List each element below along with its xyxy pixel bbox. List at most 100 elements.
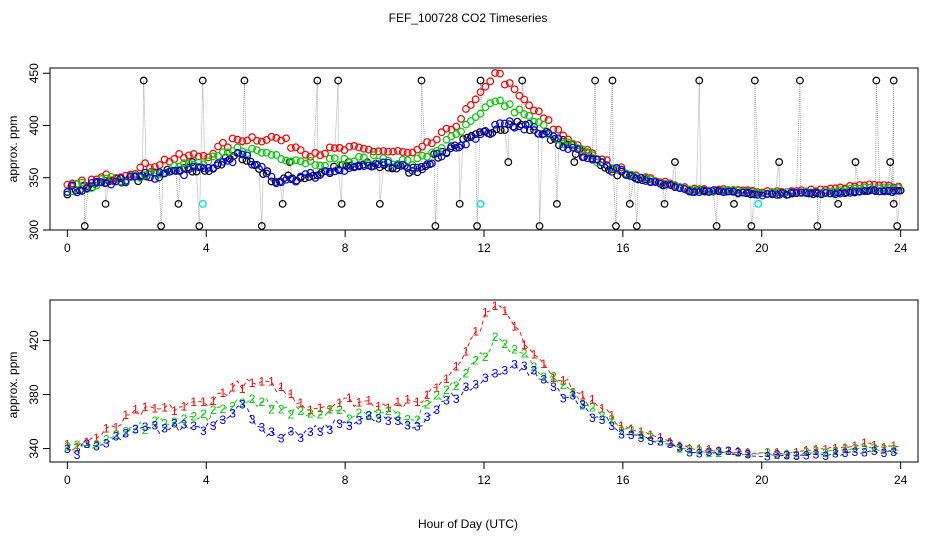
green-point (846, 185, 854, 193)
blue-point (690, 188, 699, 197)
green-point (355, 152, 363, 161)
series-3-marker: 3 (560, 392, 567, 406)
blue-point (894, 186, 903, 195)
black-point (889, 76, 898, 85)
green-point (515, 105, 524, 114)
series-3-marker: 3 (278, 432, 285, 446)
series-1-marker: 1 (686, 441, 693, 455)
blue-point (505, 117, 514, 126)
series-2-marker: 2 (297, 404, 304, 418)
series-1-marker: 1 (239, 382, 246, 396)
blue-point (223, 156, 232, 165)
green-point (282, 156, 290, 165)
green-point (500, 102, 509, 111)
series-3-marker: 3 (171, 416, 178, 430)
blue-point (729, 187, 738, 196)
series-3-marker: 3 (239, 398, 246, 412)
series-1-marker: 1 (492, 299, 499, 313)
blue-point (457, 141, 465, 150)
green-point (262, 148, 271, 157)
green-point (325, 154, 334, 163)
series-2-marker: 2 (229, 399, 236, 413)
series-2-marker: 2 (278, 403, 285, 417)
red-point (408, 148, 417, 157)
red-point (462, 105, 470, 113)
black-point (834, 199, 843, 208)
series-1-marker: 1 (113, 420, 120, 434)
series-1-marker: 1 (433, 381, 440, 395)
series-3-marker: 3 (774, 447, 781, 461)
x-tick-label: 8 (342, 473, 349, 487)
series-1-marker: 1 (346, 391, 353, 405)
black-point (278, 199, 287, 208)
series-2-marker: 2 (93, 438, 100, 452)
series-2-marker: 2 (618, 424, 625, 438)
series-1-marker: 1 (813, 442, 820, 456)
green-point (437, 144, 446, 152)
green-point (194, 158, 203, 167)
series-2-marker: 2 (375, 407, 382, 421)
red-point (316, 151, 325, 160)
green-point (389, 160, 397, 169)
series-2-marker: 2 (822, 446, 829, 460)
red-point (359, 144, 368, 153)
blue-point (846, 188, 854, 197)
blue-point (121, 178, 130, 187)
series-1-marker: 1 (774, 445, 781, 459)
green-point (496, 96, 504, 105)
green-point (316, 161, 325, 170)
series-1-marker: 1 (618, 419, 625, 433)
series-2-marker: 2 (735, 446, 742, 460)
red-point (248, 133, 256, 142)
blue-point (199, 164, 208, 173)
series-3-marker: 3 (336, 417, 343, 431)
series-1-marker: 1 (871, 438, 878, 452)
red-point (209, 149, 218, 158)
red-point (374, 147, 383, 156)
blue-point (442, 148, 451, 157)
green-point (243, 149, 252, 158)
red-point (321, 149, 329, 158)
series-1-marker: 1 (317, 401, 324, 415)
blue-point (753, 190, 762, 199)
black-point (747, 222, 756, 230)
series-1-marker: 1 (745, 445, 752, 459)
series-2-marker: 2 (511, 342, 518, 356)
black-point (350, 162, 359, 171)
red-point (389, 147, 397, 156)
blue-point (695, 188, 704, 197)
green-point (335, 161, 344, 169)
series-1-marker: 1 (74, 440, 81, 454)
black-point (872, 76, 881, 85)
series-2-marker: 2 (74, 438, 81, 452)
blue-point (675, 184, 684, 193)
green-point (306, 156, 315, 165)
y-tick-label: 400 (27, 115, 41, 135)
series-1-marker: 1 (365, 394, 372, 408)
series-3-marker: 3 (813, 448, 820, 462)
series-3-marker: 3 (676, 440, 683, 454)
series-3-marker: 3 (307, 425, 314, 439)
blue-point (189, 162, 198, 171)
blue-point (802, 189, 811, 197)
red-point (603, 156, 611, 165)
blue-point (855, 187, 864, 196)
red-point (257, 137, 266, 146)
blue-point (826, 189, 835, 198)
red-point (301, 150, 310, 159)
series-2-marker: 2 (307, 407, 314, 421)
series-3-marker: 3 (521, 359, 528, 373)
series-3-marker: 3 (74, 448, 81, 462)
blue-point (734, 189, 743, 198)
x-tick-label: 0 (64, 473, 71, 487)
green-point (330, 154, 339, 163)
series-1-marker: 1 (229, 381, 236, 395)
black-point (518, 76, 527, 85)
black-point (608, 76, 617, 85)
series-2-marker: 2 (482, 350, 489, 364)
cyan-point (754, 199, 763, 208)
black-point (553, 199, 561, 208)
blue-point (622, 171, 631, 180)
green-point (525, 111, 534, 120)
